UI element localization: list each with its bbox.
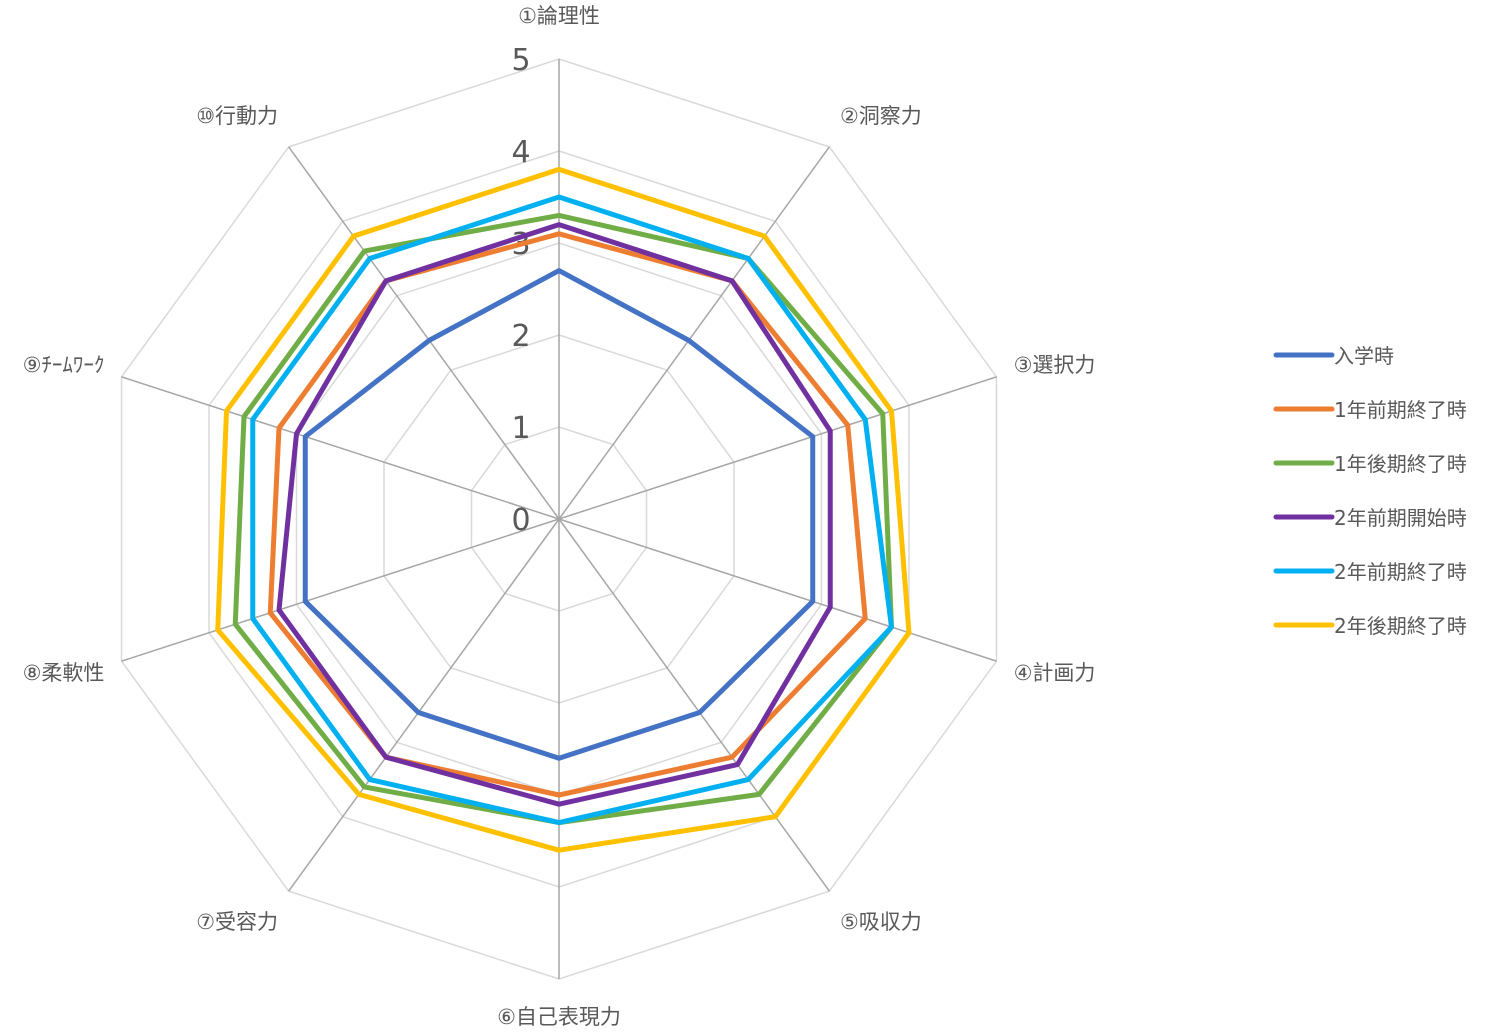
- series-line: [215, 166, 912, 853]
- axis-spoke: [558, 518, 830, 892]
- axis-spoke: [558, 518, 997, 662]
- axis-label: ⑦受容力: [196, 910, 278, 934]
- legend-label: 1年後期終了時: [1334, 452, 1467, 476]
- axis-label: ①論理性: [518, 4, 600, 28]
- axis-spoke: [558, 376, 997, 520]
- tick-label: 0: [511, 503, 530, 538]
- axis-label: ⑨ﾁｰﾑﾜｰｸ: [23, 353, 105, 377]
- tick-label: 5: [511, 43, 530, 78]
- tick-label: 4: [511, 135, 530, 170]
- axis-spokes: [121, 59, 997, 979]
- series-lines: [215, 166, 912, 853]
- legend-label: 2年前期開始時: [1334, 506, 1467, 530]
- axis-spoke: [558, 146, 830, 520]
- series-line: [267, 231, 868, 798]
- axis-label: ②洞察力: [840, 104, 922, 128]
- axis-label: ③選択力: [1014, 353, 1096, 377]
- series-line: [302, 268, 816, 761]
- axis-label: ⑧柔軟性: [23, 661, 105, 685]
- axis-labels: ①論理性 ②洞察力 ③選択力 ④計画力 ⑤吸収力 ⑥自己表現力 ⑦受容力 ⑧柔軟性 ⑨ﾁｰﾑﾜｰ…: [23, 4, 1096, 1029]
- axis-spoke: [288, 146, 560, 520]
- series-line: [276, 222, 833, 807]
- axis-spoke: [288, 518, 560, 892]
- tick-label: 2: [511, 319, 530, 354]
- axis-spoke: [121, 518, 560, 662]
- series-line: [250, 194, 894, 826]
- legend-label: 入学時: [1334, 344, 1394, 368]
- tick-label: 1: [511, 411, 530, 446]
- axis-label: ④計画力: [1014, 661, 1096, 685]
- axis-label: ⑥自己表現力: [497, 1005, 621, 1029]
- legend-label: 1年前期終了時: [1334, 398, 1467, 422]
- legend-label: 2年前期終了時: [1334, 560, 1467, 584]
- axis-label: ⑩行動力: [196, 104, 278, 128]
- axis-spoke: [121, 376, 560, 520]
- legend: 入学時 1年前期終了時 1年後期終了時 2年前期開始時 2年前期終了時 2年後期終了時: [1273, 344, 1467, 638]
- legend-label: 2年後期終了時: [1334, 614, 1467, 638]
- axis-label: ⑤吸収力: [840, 910, 922, 934]
